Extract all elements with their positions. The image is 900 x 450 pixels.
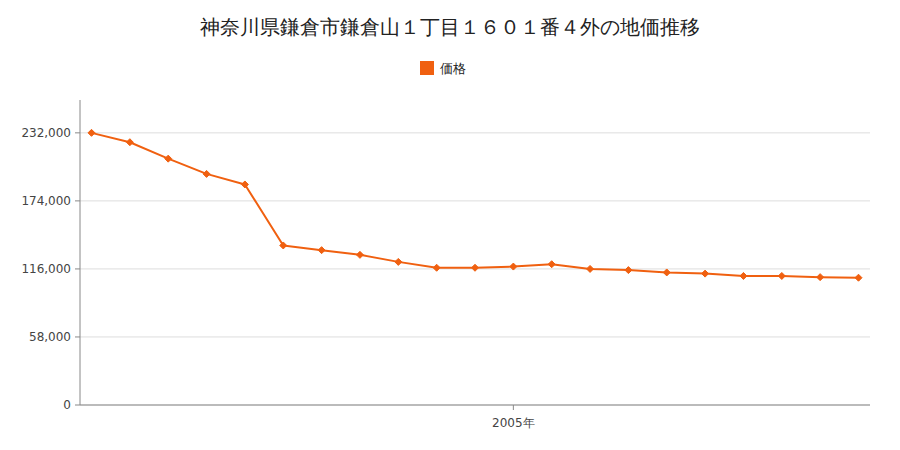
x-tick-label: 2005年	[492, 416, 535, 430]
background	[0, 0, 900, 450]
y-tick	[75, 268, 80, 269]
data-point	[356, 251, 363, 258]
data-point	[510, 263, 517, 270]
axes: 0 58,000 116,000 174,000 232,000 2005年	[21, 100, 870, 430]
data-point	[241, 181, 248, 188]
y-tick-label: 116,000	[21, 262, 71, 276]
y-tick-label: 0	[63, 398, 71, 412]
data-point	[740, 272, 747, 279]
data-point	[165, 155, 172, 162]
y-tick	[75, 405, 80, 406]
y-tick-label: 174,000	[21, 194, 71, 208]
y-tick-label: 232,000	[21, 126, 71, 140]
chart: 神奈川県鎌倉市鎌倉山１丁目１６０１番４外の地価推移 0 58,000 116,000 1…	[0, 0, 900, 450]
data-point	[433, 264, 440, 271]
data-point	[203, 170, 210, 177]
plot-area	[88, 129, 862, 281]
data-point	[472, 264, 479, 271]
legend: 価格	[420, 61, 466, 76]
chart-container: 神奈川県鎌倉市鎌倉山１丁目１６０１番４外の地価推移 0 58,000 116,000 1…	[0, 0, 900, 450]
data-point	[126, 139, 133, 146]
grid-line	[80, 336, 870, 337]
data-point	[88, 129, 95, 136]
legend-label: 価格	[440, 61, 466, 76]
data-point	[280, 242, 287, 249]
y-tick-label: 58,000	[29, 330, 71, 344]
title: 神奈川県鎌倉市鎌倉山１丁目１６０１番４外の地価推移	[200, 15, 700, 39]
legend-swatch	[420, 61, 434, 75]
data-point	[663, 269, 670, 276]
data-point	[778, 272, 785, 279]
data-point	[702, 270, 709, 277]
series-line	[92, 133, 859, 278]
data-point	[625, 267, 632, 274]
x-axis-line	[80, 405, 870, 406]
y-tick	[75, 200, 80, 201]
grid-line	[80, 200, 870, 201]
y-tick	[75, 132, 80, 133]
data-point	[318, 247, 325, 254]
data-point	[395, 258, 402, 265]
data-point	[548, 261, 555, 268]
x-tick	[513, 405, 514, 410]
grid-line	[80, 132, 870, 133]
y-axis-line	[80, 100, 81, 405]
y-tick	[75, 336, 80, 337]
data-point	[817, 274, 824, 281]
grid-line	[80, 405, 870, 406]
data-point	[855, 274, 862, 281]
data-point	[587, 265, 594, 272]
